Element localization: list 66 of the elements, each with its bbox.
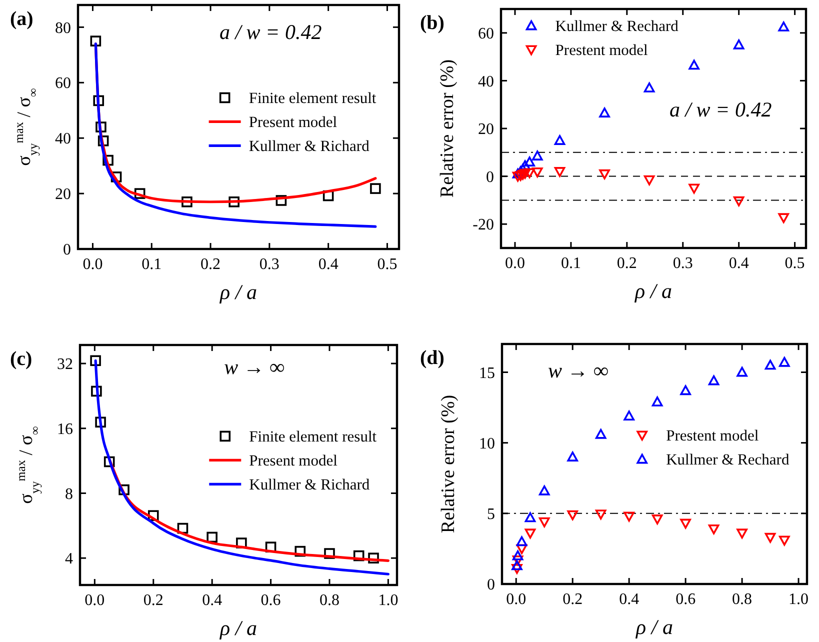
x-axis-title: ρ / a (219, 616, 257, 640)
y-tick-label: 0 (487, 576, 495, 594)
y-tick-label: 32 (57, 356, 73, 374)
legend-label: Kullmer & Richard (248, 138, 370, 156)
y-tick-label: 40 (55, 130, 71, 148)
annotation: w → ∞ (224, 354, 285, 379)
legend-label: Kullmer & Rechard (666, 452, 790, 469)
x-axis-title: ρ / a (635, 615, 673, 639)
x-tick-label: 0.2 (562, 591, 583, 608)
y-tick-label: 10 (479, 435, 495, 452)
legend-label: Finite element result (249, 428, 378, 446)
x-tick-label: 0.6 (260, 592, 281, 609)
legend-label: Present model (248, 114, 338, 132)
legend-label: Present model (249, 452, 338, 470)
chart-title: (b) (420, 12, 444, 34)
y-tick-label: 20 (55, 186, 71, 204)
y-tick-label: 80 (55, 20, 71, 37)
legend-label: Prestent model (666, 428, 759, 445)
x-tick-label: 0.2 (200, 256, 221, 273)
x-axis-title: ρ / a (219, 280, 257, 304)
legend-label: Kullmer & Rechard (555, 18, 679, 36)
x-tick-label: 0.1 (560, 255, 581, 272)
legend-label: Prestent model (555, 42, 648, 60)
x-tick-label: 0.0 (504, 255, 525, 272)
chart-title: (d) (420, 347, 444, 369)
x-tick-label: 0.0 (84, 592, 105, 609)
y-tick-label: -20 (472, 216, 494, 234)
y-tick-label: 5 (487, 506, 495, 524)
x-tick-label: 0.8 (732, 591, 752, 608)
y-axis-title: Relative error (%) (437, 59, 458, 198)
x-tick-label: 0.2 (616, 255, 637, 272)
x-tick-label: 0.6 (676, 591, 696, 608)
x-tick-label: 0.0 (506, 591, 526, 608)
x-tick-label: 0.2 (143, 592, 164, 609)
annotation: a / w = 0.42 (669, 98, 772, 122)
x-axis-title: ρ / a (634, 279, 672, 303)
y-tick-label: 40 (478, 73, 494, 90)
y-tick-label: 16 (57, 420, 73, 438)
y-tick-label: 15 (479, 364, 495, 382)
y-tick-label: 60 (55, 75, 71, 92)
y-axis-title: Relative error (%) (438, 394, 459, 534)
x-tick-label: 0.1 (142, 256, 162, 273)
x-tick-label: 0.4 (619, 591, 640, 608)
y-tick-label: 0 (63, 242, 71, 259)
x-tick-label: 0.3 (672, 255, 693, 272)
x-tick-label: 0.3 (259, 256, 280, 273)
legend-label: Finite element result (248, 90, 377, 108)
chart-title: (c) (10, 348, 32, 370)
x-tick-label: 1.0 (788, 591, 809, 608)
x-tick-label: 0.4 (728, 255, 749, 272)
y-tick-label: 0 (486, 168, 494, 186)
chart-title: (a) (10, 8, 34, 30)
y-tick-label: 60 (478, 26, 494, 42)
x-tick-label: 0.4 (202, 592, 222, 609)
y-tick-label: 8 (65, 486, 73, 503)
annotation: a / w = 0.42 (219, 20, 322, 44)
y-tick-label: 20 (478, 121, 494, 138)
annotation: w → ∞ (548, 358, 609, 383)
x-tick-label: 1.0 (378, 592, 398, 609)
x-tick-label: 0.8 (319, 592, 340, 609)
x-tick-label: 0.0 (82, 256, 103, 273)
x-tick-label: 0.5 (377, 256, 398, 273)
x-tick-label: 0.4 (318, 256, 338, 273)
legend-label: Kullmer & Richard (249, 476, 370, 494)
x-tick-label: 0.5 (784, 255, 805, 272)
y-tick-label: 4 (65, 550, 73, 568)
